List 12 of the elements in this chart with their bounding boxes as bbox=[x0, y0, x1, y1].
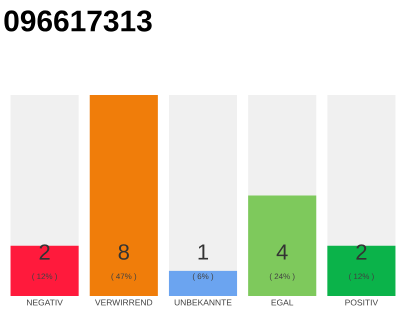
x-tick-label: VERWIRREND bbox=[94, 300, 152, 306]
x-tick-label: UNBEKANNTE bbox=[174, 300, 232, 306]
x-tick-label: EGAL bbox=[272, 300, 294, 306]
x-tick-label: NEGATIV bbox=[27, 300, 63, 306]
data-label: 1 bbox=[198, 244, 208, 260]
x-tick-label: POSITIV bbox=[345, 300, 378, 306]
chart-title: 096617313 bbox=[4, 10, 152, 32]
data-label: 2 bbox=[356, 244, 366, 260]
bar bbox=[168, 270, 238, 296]
data-label: 2 bbox=[40, 244, 50, 260]
data-label: 8 bbox=[118, 244, 129, 260]
data-label: 4 bbox=[276, 244, 288, 260]
